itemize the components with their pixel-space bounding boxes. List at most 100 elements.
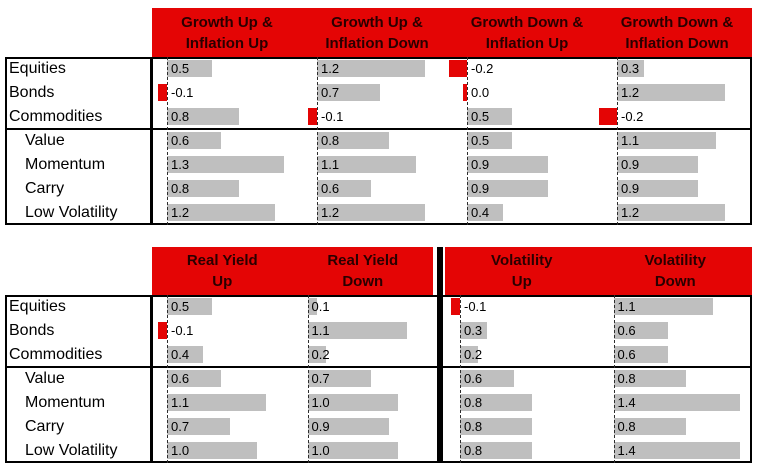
- row-label: Commodities: [9, 346, 103, 363]
- value-bar: [463, 84, 467, 101]
- value-bar: [613, 394, 740, 411]
- bar-value-label: 1.3: [171, 157, 190, 172]
- value-bar: [167, 156, 284, 173]
- bar-value-label: 1.0: [171, 443, 190, 458]
- bar-value-label: -0.1: [464, 299, 487, 314]
- value-bar: [307, 346, 326, 363]
- bar-value-label: -0.1: [171, 85, 194, 100]
- bar-value-label: 0.7: [321, 85, 340, 100]
- row-label: Momentum: [25, 394, 106, 411]
- value-bar: [317, 84, 380, 101]
- bar-value-label: 1.2: [321, 205, 340, 220]
- bar-value-label: 0.7: [171, 419, 190, 434]
- bar-value-label: 1.4: [617, 443, 636, 458]
- value-bar: [467, 204, 503, 221]
- value-bar: [307, 298, 317, 315]
- value-bar: [158, 322, 167, 339]
- zero-axis: [467, 57, 468, 225]
- zero-axis: [460, 295, 461, 463]
- row-label: Value: [25, 132, 65, 149]
- bar-value-label: 1.2: [171, 205, 190, 220]
- column-header: Volatility Up: [491, 252, 553, 290]
- value-bar: [317, 156, 416, 173]
- value-bar: [467, 132, 512, 149]
- bar-value-label: 0.8: [171, 181, 190, 196]
- zero-axis: [613, 295, 615, 463]
- value-bar: [167, 346, 203, 363]
- value-bar: [167, 204, 275, 221]
- zero-axis: [317, 57, 318, 225]
- table-body-outline: [5, 57, 752, 225]
- bar-value-label: 0.8: [617, 371, 636, 386]
- bar-value-label: 0.6: [617, 347, 636, 362]
- bar-value-label: 0.6: [464, 371, 483, 386]
- row-label: Commodities: [9, 108, 103, 125]
- row-label: Bonds: [9, 84, 55, 101]
- value-bar: [467, 108, 512, 125]
- row-group-divider: [5, 128, 752, 130]
- value-bar: [317, 180, 371, 197]
- bar-value-label: 0.6: [321, 181, 340, 196]
- label-column-divider: [150, 295, 153, 463]
- row-label: Momentum: [25, 156, 106, 173]
- bar-value-label: 0.2: [464, 347, 483, 362]
- row-group-divider: [5, 366, 752, 368]
- value-bar: [167, 370, 221, 387]
- value-bar: [613, 322, 668, 339]
- bar-value-label: 1.4: [617, 395, 636, 410]
- value-bar: [307, 418, 389, 435]
- bar-value-label: 0.9: [311, 419, 330, 434]
- bar-value-label: 1.2: [621, 85, 640, 100]
- value-bar: [307, 322, 407, 339]
- column-header: Growth Up & Inflation Down: [325, 13, 429, 52]
- value-bar: [617, 132, 716, 149]
- bar-value-label: -0.2: [621, 109, 644, 124]
- bar-value-label: -0.1: [321, 109, 344, 124]
- bar-value-label: 0.4: [471, 205, 490, 220]
- bar-value-label: 0.8: [171, 109, 190, 124]
- bar-value-label: 0.5: [171, 61, 190, 76]
- row-label: Carry: [25, 418, 65, 435]
- column-header: Real Yield Down: [327, 252, 399, 290]
- bar-value-label: 0.6: [171, 133, 190, 148]
- value-bar: [167, 394, 266, 411]
- value-bar: [167, 108, 239, 125]
- bar-value-label: 0.3: [464, 323, 483, 338]
- value-bar: [617, 60, 644, 77]
- column-header: Volatility Down: [644, 252, 706, 290]
- bar-value-label: 0.5: [471, 109, 490, 124]
- bar-value-label: 1.2: [321, 61, 340, 76]
- bar-value-label: 0.8: [617, 419, 636, 434]
- column-header: Growth Down & Inflation Down: [620, 13, 734, 52]
- value-bar: [460, 370, 514, 387]
- zero-axis: [307, 295, 309, 463]
- value-bar: [167, 298, 212, 315]
- value-bar: [613, 346, 668, 363]
- value-bar: [467, 180, 548, 197]
- row-label: Equities: [9, 298, 66, 315]
- value-bar: [460, 418, 532, 435]
- row-label: Carry: [25, 180, 65, 197]
- value-bar: [167, 442, 257, 459]
- bar-value-label: -0.1: [171, 323, 194, 338]
- zero-axis: [167, 295, 168, 463]
- value-bar: [317, 132, 389, 149]
- value-bar: [308, 108, 317, 125]
- value-bar: [167, 60, 212, 77]
- value-bar: [167, 418, 230, 435]
- bar-value-label: 0.7: [311, 371, 330, 386]
- value-bar: [599, 108, 617, 125]
- column-header-group: Real Yield Up Real Yield Down: [152, 247, 433, 295]
- value-bar: [617, 156, 698, 173]
- value-bar: [158, 84, 167, 101]
- column-header: Growth Up & Inflation Up: [181, 13, 273, 52]
- column-header: Growth Down & Inflation Up: [470, 13, 584, 52]
- bar-value-label: 0.3: [621, 61, 640, 76]
- bar-value-label: 0.8: [321, 133, 340, 148]
- label-column-divider: [150, 57, 153, 225]
- bar-value-label: 0.5: [171, 299, 190, 314]
- value-bar: [451, 298, 460, 315]
- bar-value-label: 1.1: [621, 133, 640, 148]
- bar-value-label: 0.6: [617, 323, 636, 338]
